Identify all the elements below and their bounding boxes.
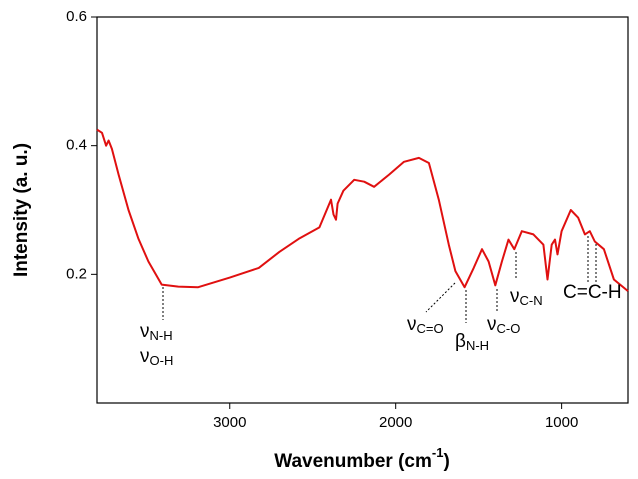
y-tick-label: 0.6 xyxy=(66,8,87,25)
annotation-subscript: N-H xyxy=(150,328,173,343)
x-axis-label-tail: ) xyxy=(443,451,449,472)
x-axis-label-sup: -1 xyxy=(432,445,444,460)
annotation: νC=O xyxy=(407,314,444,336)
annotation-subscript: C-N xyxy=(520,293,543,308)
y-tick-label: 0.4 xyxy=(66,137,87,154)
annotation: νN-H xyxy=(140,321,173,343)
annotation-leader xyxy=(425,282,456,313)
annotation-subscript: C-O xyxy=(497,321,521,336)
y-axis-label: Intensity (a. u.) xyxy=(11,143,32,277)
annotation: C=C-H xyxy=(563,282,622,303)
annotation-symbol: C=C-H xyxy=(563,282,622,303)
annotation-symbol: ν xyxy=(487,314,497,335)
annotation: νC-N xyxy=(510,286,543,308)
annotation-symbol: ν xyxy=(140,346,150,367)
x-tick-label: 1000 xyxy=(545,414,578,431)
spectrum-line xyxy=(96,128,629,292)
annotation: νC-O xyxy=(487,314,520,336)
plot-frame xyxy=(96,16,629,404)
x-axis-label-text: Wavenumber (cm xyxy=(274,451,432,472)
y-tick-label: 0.2 xyxy=(66,265,87,282)
annotation-subscript: O-H xyxy=(150,353,174,368)
annotation: βN-H xyxy=(455,331,489,353)
annotation-symbol: ν xyxy=(140,321,150,342)
annotation-subscript: N-H xyxy=(466,338,489,353)
annotation-subscript: C=O xyxy=(417,321,444,336)
annotation-symbol: β xyxy=(455,331,466,352)
x-axis-label: Wavenumber (cm-1) xyxy=(274,445,450,472)
annotation: νO-H xyxy=(140,346,173,368)
x-tick-label: 2000 xyxy=(379,414,412,431)
annotation-symbol: ν xyxy=(510,286,520,307)
x-tick-label: 3000 xyxy=(213,414,246,431)
annotation-symbol: ν xyxy=(407,314,417,335)
